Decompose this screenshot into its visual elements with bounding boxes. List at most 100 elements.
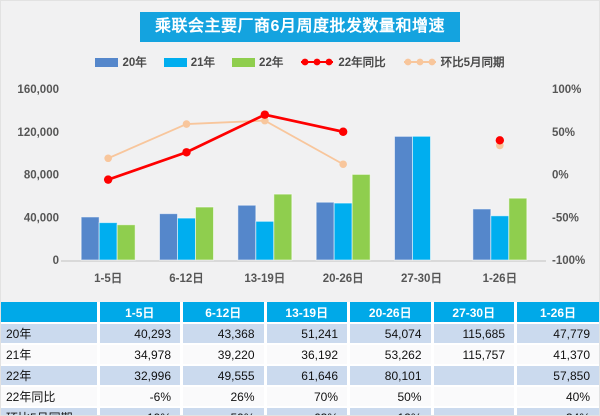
x-axis-category-label: 13-19日 — [244, 272, 285, 285]
x-axis-category-label: 20-26日 — [323, 272, 364, 285]
right-axis-tick-label: 100% — [552, 84, 581, 96]
data-table: 1-5日 6-12日 13-19日 20-26日 27-30日 1-26日 20年 40,29… — [1, 302, 599, 415]
table-cell: 41,370 — [514, 344, 599, 366]
table-header-cell — [1, 302, 98, 324]
table-cell: 36,192 — [263, 344, 349, 366]
table-cell: 51,241 — [263, 323, 349, 345]
line-marker-环比5月同期 — [339, 160, 347, 169]
x-axis-category-label: 6-12日 — [169, 272, 204, 285]
table-cell — [430, 407, 516, 415]
chart-plot: 0 40,000 80,000 120,000 160,000 -100% -50% 0% 50… — [17, 84, 585, 285]
bar-21年 — [490, 215, 510, 261]
legend-swatch-icon — [163, 57, 187, 67]
line-marker-环比5月同期 — [182, 120, 191, 128]
legend-item: 22年 — [232, 54, 283, 70]
bar-22年 — [273, 193, 293, 261]
table-cell: 26% — [180, 386, 265, 408]
legend-item: 环比5月同期 — [403, 54, 505, 70]
line-marker-22年同比 — [260, 110, 270, 119]
table-cell: 34,978 — [96, 344, 182, 366]
table-cell: 40% — [514, 386, 599, 408]
line-22年同比 — [107, 113, 344, 181]
legend-label: 环比5月同期 — [440, 57, 505, 69]
table-cell: 32,996 — [96, 365, 182, 387]
table-row: 22年同比 -6% 26% 70% 50% 40% — [1, 386, 599, 408]
table-cell: 49,555 — [180, 365, 265, 387]
table-row: 20年 40,293 43,368 51,241 54,074 115,685 47,779 — [1, 323, 599, 345]
legend-item: 21年 — [163, 54, 216, 70]
table-cell: 54,074 — [347, 323, 432, 345]
table-cell: 115,685 — [430, 323, 516, 345]
table-row-label: 22年 — [1, 365, 98, 387]
line-环比5月同期 — [107, 119, 344, 166]
table-header-cell: 1-26日 — [514, 302, 599, 324]
line-marker-22年同比 — [103, 175, 113, 184]
line-marker-22年同比 — [338, 127, 348, 136]
legend-swatch-icon — [232, 57, 256, 67]
table-cell: 70% — [263, 386, 349, 408]
legend-label: 22年同比 — [338, 57, 386, 69]
chart-title-row: 乘联会主要厂商6月周度批发数量和增速 — [1, 12, 599, 42]
chart-title: 乘联会主要厂商6月周度批发数量和增速 — [140, 12, 460, 42]
table-row-label: 环比5月同期 — [1, 407, 98, 415]
right-axis-tick-label: -50% — [552, 212, 579, 224]
left-axis-tick-label: 40,000 — [24, 212, 59, 224]
table-header-cell: 1-5日 — [96, 302, 182, 324]
table-header-cell: 27-30日 — [430, 302, 516, 324]
bar-20年 — [394, 135, 413, 261]
bar-21年 — [255, 220, 275, 261]
table-cell: 40,293 — [96, 323, 182, 345]
chart-panel: 乘联会主要厂商6月周度批发数量和增速 20年 21年 22年 22年同比 环比5月同期 … — [1, 1, 599, 302]
table-cell: 61,646 — [263, 365, 349, 387]
bar-20年 — [472, 208, 492, 261]
legend-label: 20年 — [122, 57, 147, 69]
bar-22年 — [351, 173, 371, 261]
data-table-wrap: 1-5日 6-12日 13-19日 20-26日 27-30日 1-26日 20年 40,29… — [1, 302, 599, 415]
bar-20年 — [237, 204, 257, 261]
bar-21年 — [412, 135, 431, 261]
legend-item: 22年同比 — [300, 54, 386, 70]
table-cell: 34% — [514, 407, 599, 415]
bar-20年 — [315, 201, 335, 261]
table-row-label: 20年 — [1, 323, 98, 345]
x-axis-category-label: 1-26日 — [483, 272, 518, 285]
table-row: 环比5月同期19%59%63%12% 34% — [1, 407, 599, 415]
chart-legend: 20年 21年 22年 22年同比 环比5月同期 — [1, 54, 599, 70]
table-cell: 53,262 — [347, 344, 432, 366]
right-axis-tick-label: 0% — [552, 170, 569, 182]
bar-22年 — [508, 197, 528, 261]
table-header-cell: 20-26日 — [347, 302, 432, 324]
left-axis-tick-label: 0 — [53, 255, 59, 267]
line-marker-环比5月同期 — [104, 154, 112, 163]
table-row: 21年 34,978 39,220 36,192 53,262 115,757 41,370 — [1, 344, 599, 366]
left-axis-tick-label: 80,000 — [24, 170, 59, 182]
table-cell: 50% — [347, 386, 432, 408]
table-cell: 39,220 — [180, 344, 265, 366]
legend-label: 21年 — [190, 57, 216, 69]
table-header-cell: 6-12日 — [180, 302, 265, 324]
table-cell: 63% — [263, 407, 349, 415]
table-cell: 12% — [347, 407, 432, 415]
left-axis-tick-label: 160,000 — [17, 84, 59, 96]
table-cell — [430, 386, 516, 408]
line-marker-22年同比 — [182, 148, 191, 157]
bar-20年 — [80, 216, 100, 261]
bar-22年 — [116, 224, 136, 261]
bar-21年 — [98, 222, 118, 261]
table-cell: -6% — [96, 386, 182, 408]
table-cell: 57,850 — [514, 365, 599, 387]
bar-20年 — [159, 213, 178, 261]
table-cell: 115,757 — [430, 344, 516, 366]
table-header-row: 1-5日 6-12日 13-19日 20-26日 27-30日 1-26日 — [1, 302, 599, 324]
table-cell — [430, 365, 516, 387]
legend-line-marker-icon — [301, 58, 334, 66]
bar-21年 — [333, 202, 353, 261]
left-axis-tick-label: 120,000 — [17, 127, 59, 139]
x-axis-category-label: 1-5日 — [94, 272, 122, 285]
legend-label: 22年 — [259, 57, 284, 69]
bar-21年 — [177, 217, 196, 261]
bar-22年 — [195, 206, 214, 261]
x-axis-category-label: 27-30日 — [401, 272, 442, 285]
table-row-label: 21年 — [1, 344, 98, 366]
